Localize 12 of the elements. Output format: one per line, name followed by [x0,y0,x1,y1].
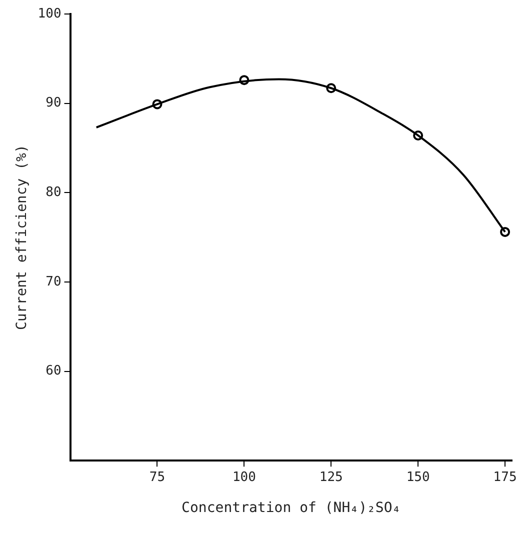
x-axis-title: Concentration of (NH₄)₂SO₄ [182,500,401,516]
y-tick-label: 70 [46,274,62,290]
y-tick-label: 60 [46,364,62,379]
x-tick-label: 75 [149,470,166,485]
x-tick-label: 175 [493,470,517,485]
x-tick-label: 100 [232,470,256,485]
x-tick-label: 150 [406,470,430,485]
y-tick-label: 90 [46,96,62,111]
y-tick-label: 80 [46,185,62,200]
y-axis-title: Current efficiency (%) [14,144,30,330]
y-tick-label: 100 [38,6,62,22]
x-tick-label: 125 [319,470,343,485]
